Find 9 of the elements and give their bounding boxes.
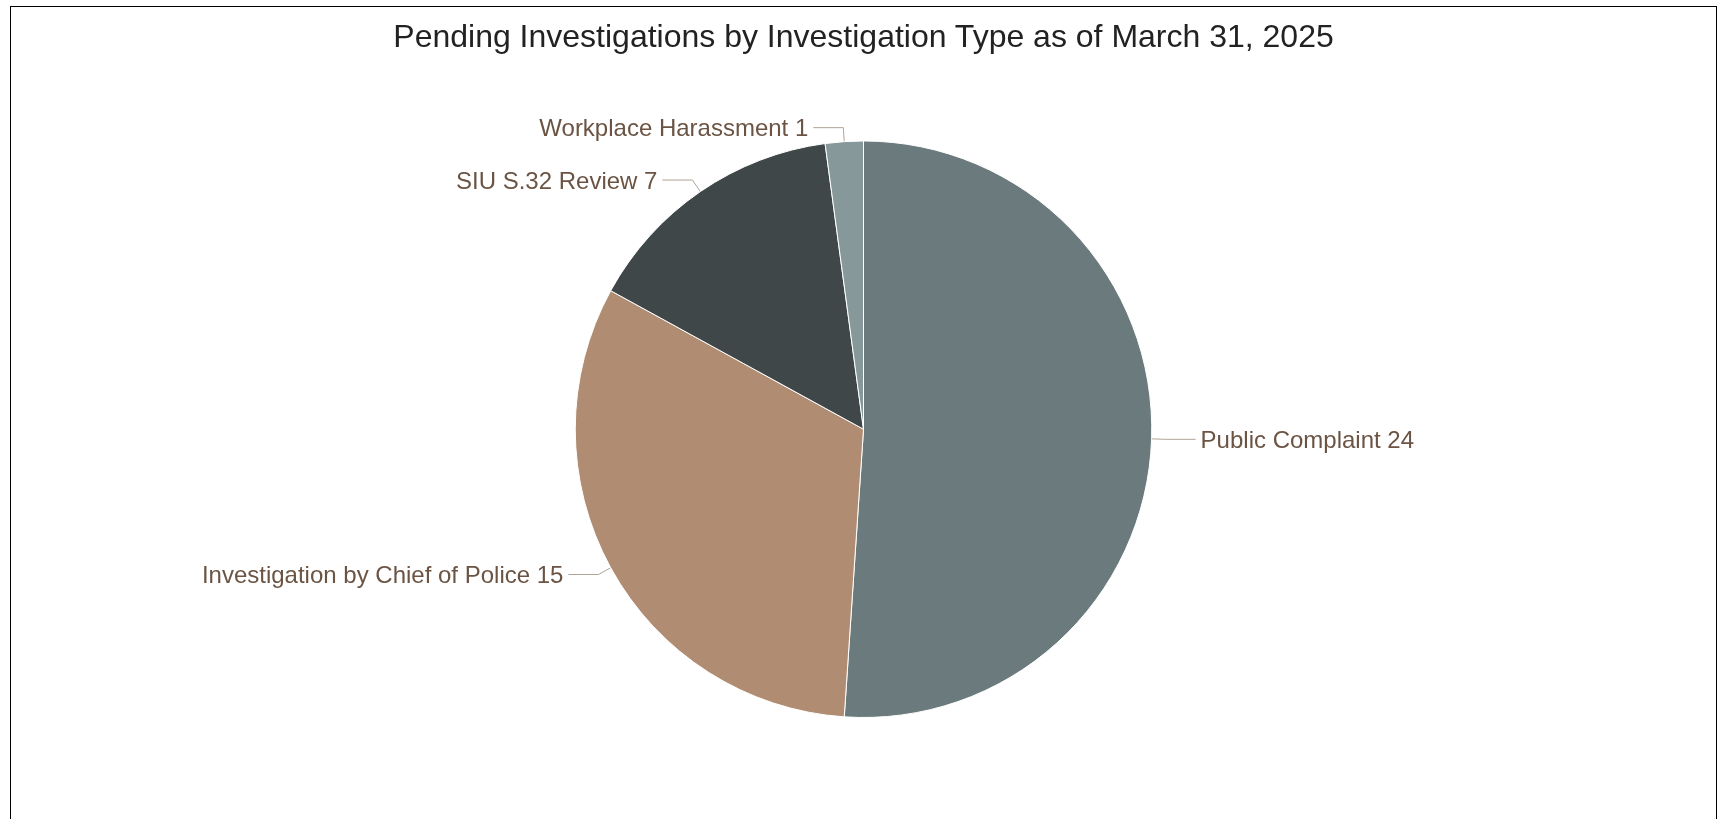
slice-label: Investigation by Chief of Police [201,561,531,588]
slice-label: SIU S.32 Review [456,166,639,194]
slice-label: Workplace Harassment [539,114,789,142]
slice-label: Public Complaint [1200,425,1382,453]
data-label: 7 [644,166,658,194]
data-label: 24 [1387,425,1415,453]
data-label: 15 [536,561,564,588]
data-label: 1 [794,114,809,142]
chart-title: Pending Investigations by Investigation Type as of March 31, 2025 [393,18,1334,54]
